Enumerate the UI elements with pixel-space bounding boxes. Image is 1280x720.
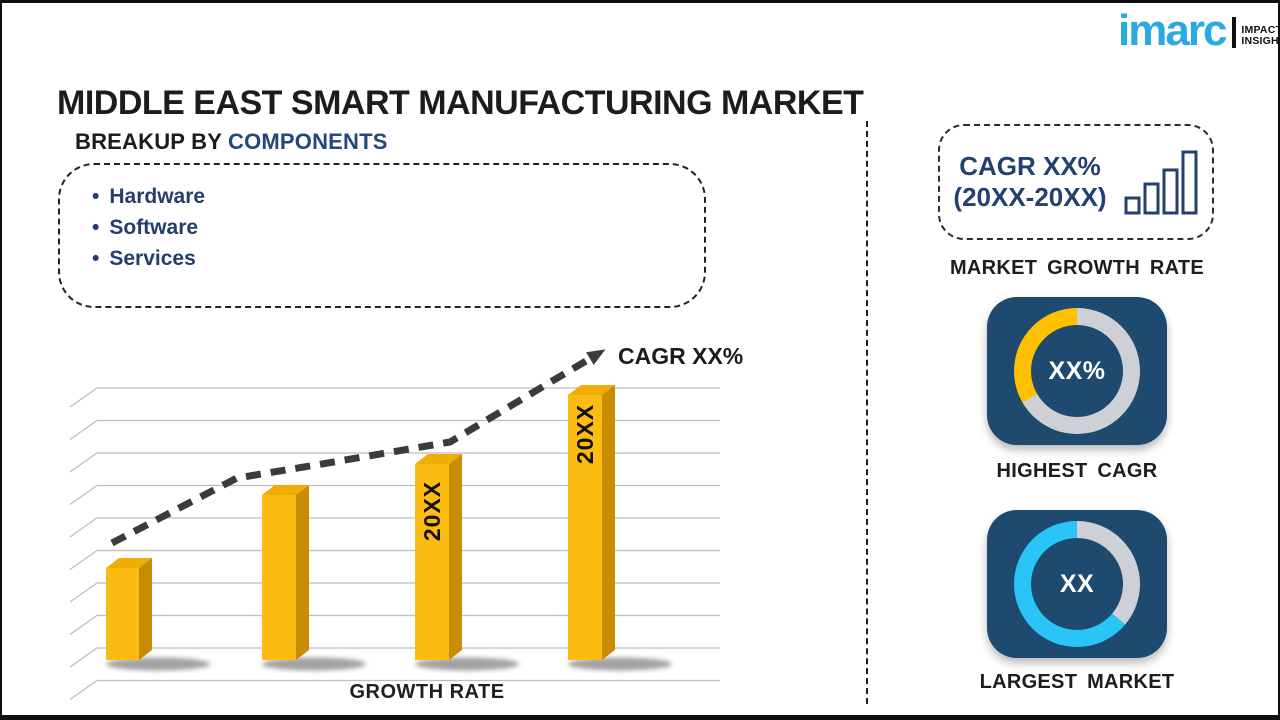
chart-gridlines (69, 387, 720, 701)
bar-column-2 (262, 485, 309, 660)
breakup-heading: BREAKUP BY COMPONENTS (75, 129, 388, 155)
growth-bar-chart: 20XX 20XX (69, 349, 720, 701)
market-growth-rate-box: CAGR XX% (20XX-20XX) (938, 124, 1214, 240)
highest-cagr-donut-chart: XX% (1014, 308, 1140, 434)
highest-cagr-value: XX% (1048, 356, 1106, 385)
components-list: Hardware Software Services (60, 181, 704, 274)
bar-label: 20XX (572, 404, 598, 464)
largest-market-value: XX (1059, 569, 1095, 598)
bar-label: 20XX (419, 481, 445, 541)
donut-hole (1031, 538, 1123, 630)
components-list-box: Hardware Software Services (58, 163, 706, 308)
trend-cagr-label: CAGR XX% (618, 343, 744, 369)
market-growth-rate-caption: MARKET GROWTH RATE (949, 257, 1205, 279)
bar-shadows (106, 657, 672, 671)
highest-cagr-card: XX% (987, 297, 1167, 445)
largest-market-donut-chart: XX (1014, 521, 1140, 647)
breakup-heading-prefix: BREAKUP BY (75, 129, 228, 154)
growth-box-line1: CAGR XX% (959, 151, 1101, 181)
highest-cagr-caption: HIGHEST CAGR (996, 460, 1158, 482)
imarc-logo-wordmark: imarc (1118, 6, 1227, 55)
bar-column-1 (106, 558, 152, 660)
list-item: Services (92, 243, 704, 274)
largest-market-card: XX (987, 510, 1167, 658)
imarc-logo: imarc IMPACTFUL INSIGHTS (1118, 6, 1279, 55)
rising-bars-icon (1124, 150, 1198, 215)
list-item: Hardware (92, 181, 704, 212)
trend-arrowhead (586, 349, 606, 365)
logo-tagline-line2: INSIGHTS (1241, 35, 1279, 47)
breakup-heading-highlight: COMPONENTS (227, 129, 388, 154)
largest-market-caption: LARGEST MARKET (979, 671, 1175, 693)
logo-separator-bar (1232, 17, 1237, 48)
section-divider (866, 121, 868, 704)
bar-column-3: 20XX (415, 454, 462, 660)
bar-column-4: 20XX (568, 385, 615, 660)
growth-box-text: CAGR XX% (20XX-20XX) (953, 151, 1106, 213)
donut-hole (1031, 325, 1123, 417)
logo-tagline: IMPACTFUL INSIGHTS (1241, 24, 1279, 47)
list-item: Software (92, 212, 704, 243)
trend-line (110, 351, 598, 547)
x-axis-label: GROWTH RATE (349, 681, 505, 703)
logo-tagline-line1: IMPACTFUL (1241, 24, 1278, 36)
growth-box-line2: (20XX-20XX) (953, 182, 1107, 212)
page-title: MIDDLE EAST SMART MANUFACTURING MARKET (57, 83, 864, 122)
